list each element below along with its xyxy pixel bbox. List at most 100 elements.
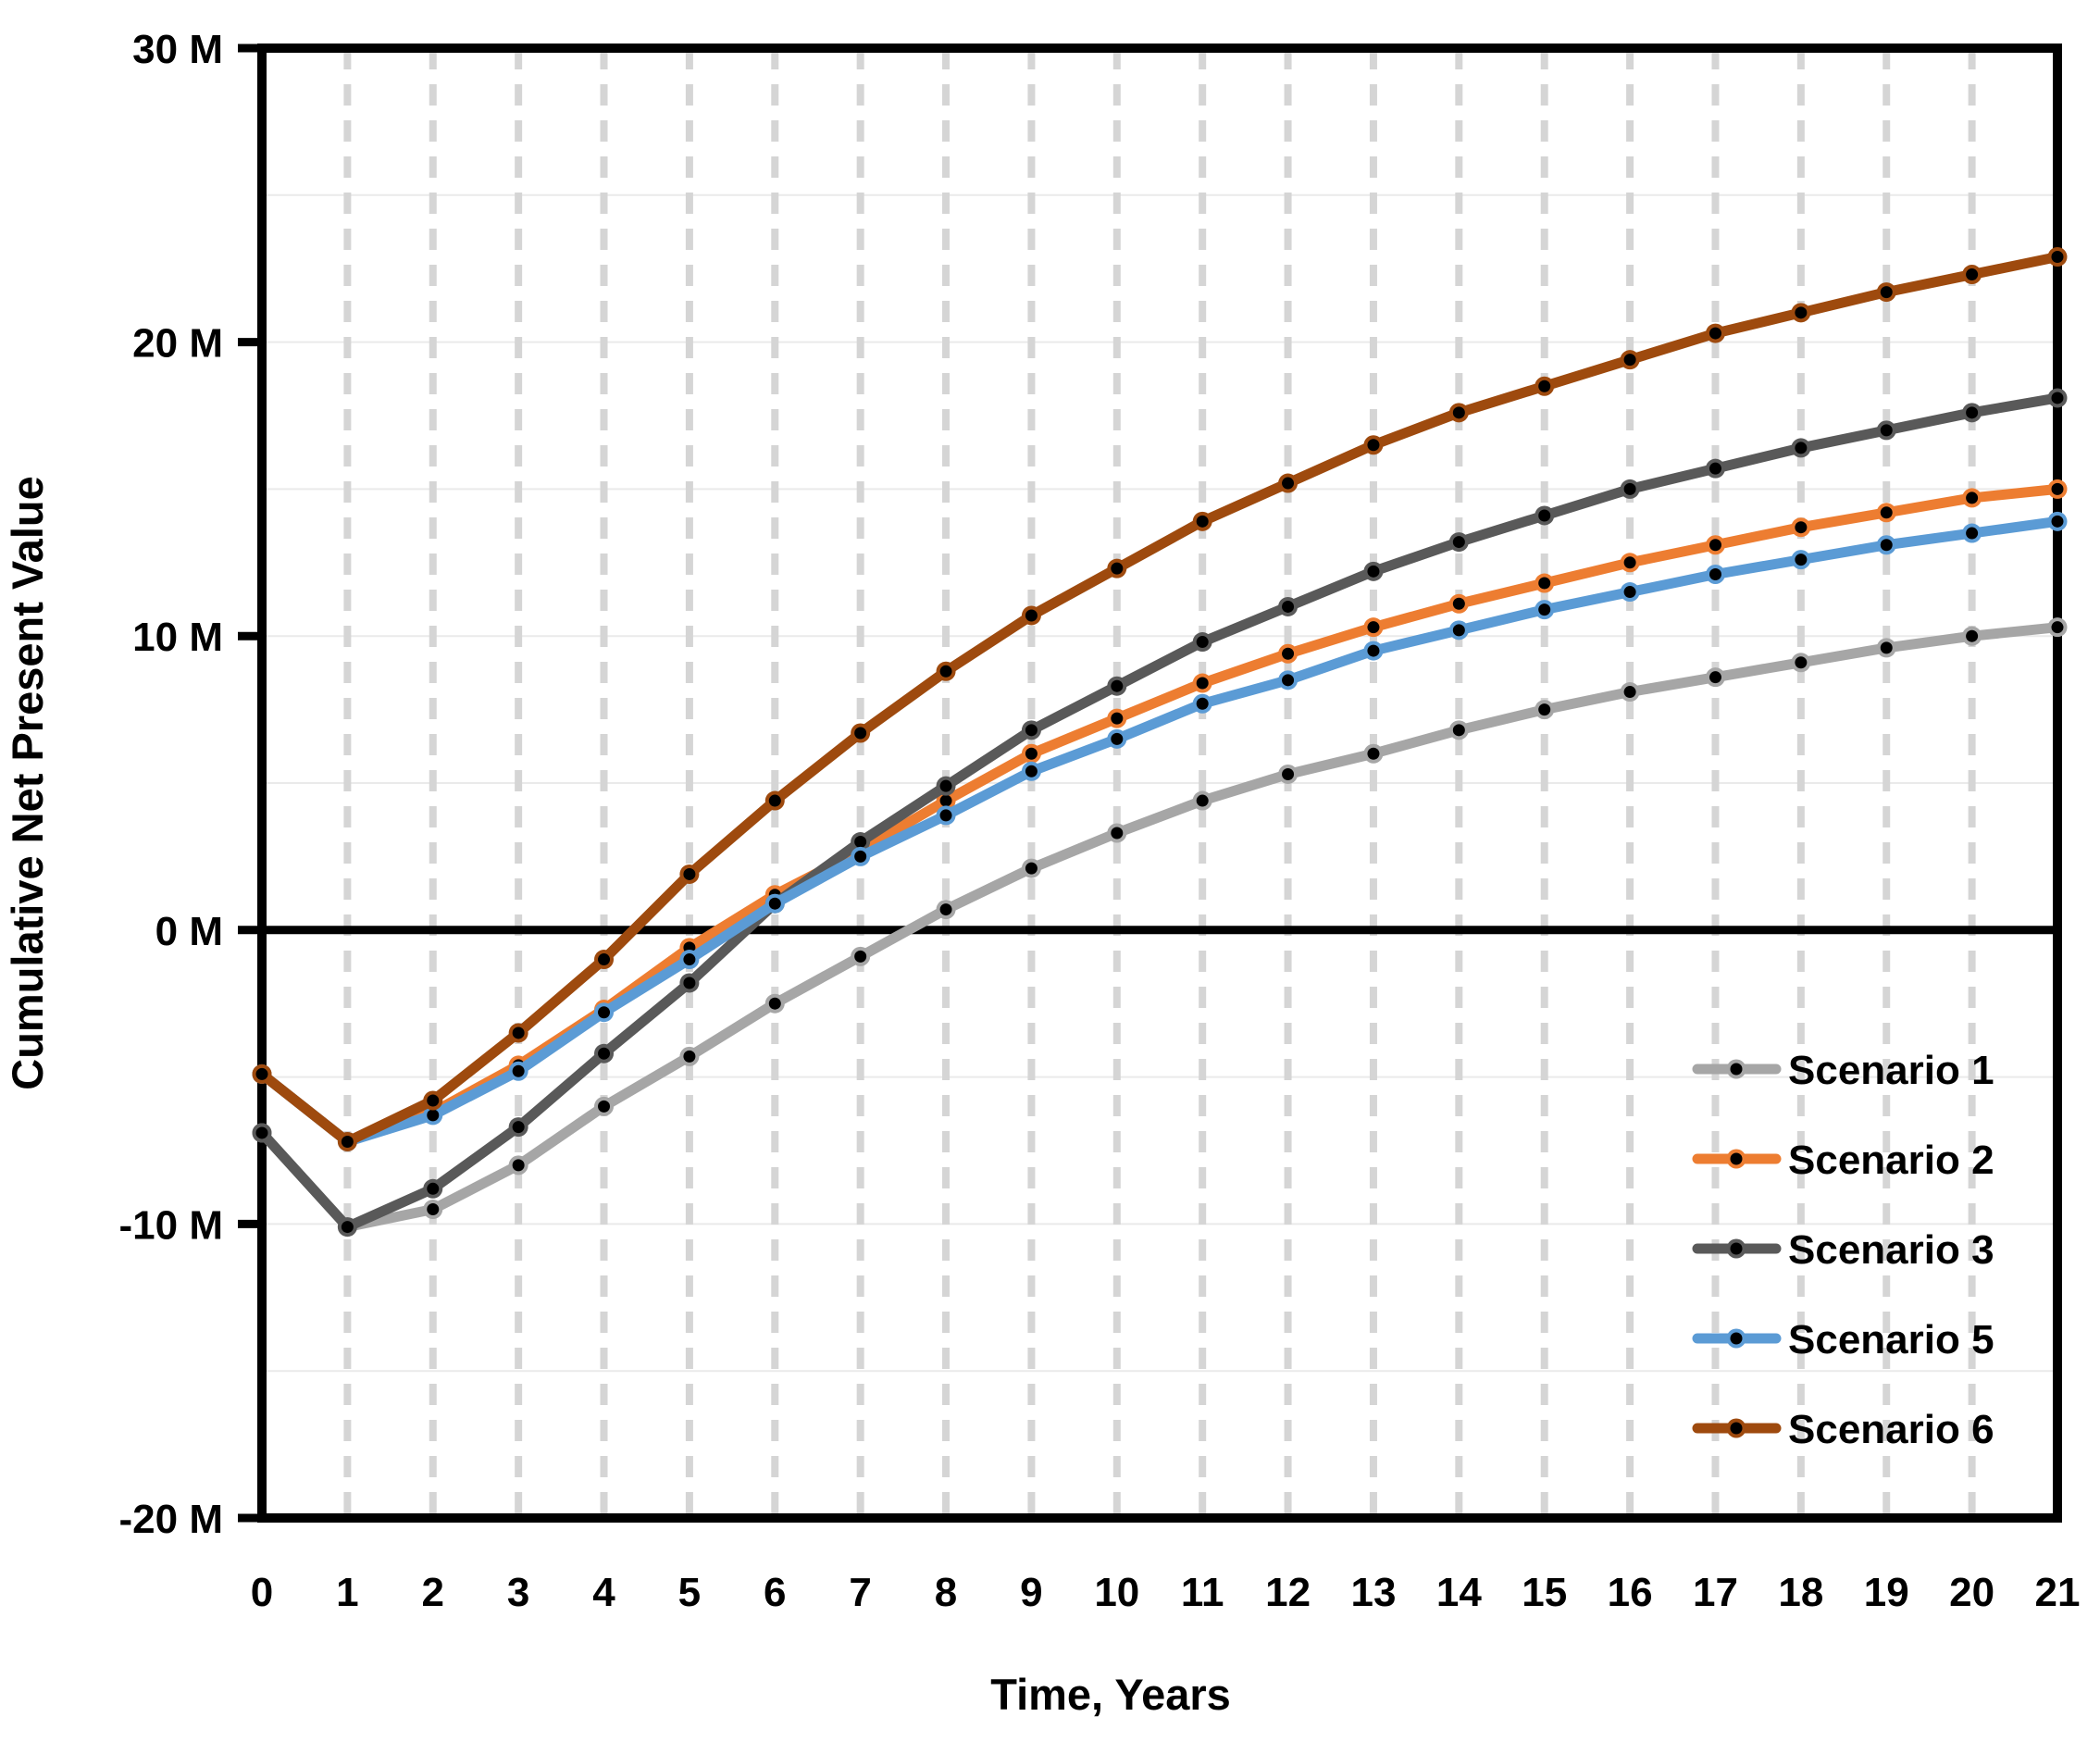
x-tick-label: 11: [1181, 1570, 1224, 1615]
x-tick-label: 19: [1864, 1570, 1909, 1615]
y-tick-label: 30 M: [132, 27, 223, 72]
x-tick-label: 6: [764, 1570, 786, 1615]
data-point-scenario-6: [939, 665, 952, 678]
x-tick-label: 14: [1436, 1570, 1482, 1615]
x-tick-label: 3: [507, 1570, 529, 1615]
data-point-scenario-5: [1025, 765, 1038, 777]
data-point-scenario-3: [1452, 536, 1465, 549]
data-point-scenario-3: [598, 1047, 611, 1060]
x-tick-label: 4: [592, 1570, 615, 1615]
y-axis-ticks-labels: 30 M 20 M 10 M 0 M -10 M -20 M: [119, 27, 223, 1542]
data-point-scenario-3: [1196, 636, 1209, 649]
data-point-scenario-2: [1966, 491, 1979, 504]
data-point-scenario-1: [939, 903, 952, 916]
data-point-scenario-3: [341, 1221, 354, 1234]
legend-marker-dot: [1730, 1242, 1743, 1255]
x-tick-label: 1: [336, 1570, 358, 1615]
data-point-scenario-3: [1966, 406, 1979, 419]
data-point-scenario-3: [1025, 724, 1038, 737]
data-point-scenario-3: [683, 977, 696, 989]
data-point-scenario-3: [1880, 424, 1893, 437]
data-point-scenario-5: [1282, 674, 1295, 687]
series-line-scenario-5: [256, 516, 2063, 1147]
series-line-scenario-1: [256, 622, 2063, 1233]
data-point-scenario-2: [1709, 539, 1721, 552]
data-point-scenario-6: [1367, 439, 1380, 452]
legend-label: Scenario 5: [1788, 1317, 1994, 1362]
legend-marker-dot: [1730, 1332, 1743, 1345]
x-tick-label: 5: [678, 1570, 701, 1615]
vertical-gridlines: [343, 48, 1976, 1518]
data-point-scenario-2: [1111, 712, 1124, 725]
data-point-scenario-5: [512, 1064, 525, 1077]
data-point-scenario-6: [1452, 406, 1465, 419]
data-point-scenario-1: [2051, 621, 2064, 634]
x-tick-label: 10: [1094, 1570, 1139, 1615]
data-point-scenario-3: [854, 836, 867, 849]
x-tick-label: 16: [1608, 1570, 1653, 1615]
x-tick-label: 17: [1693, 1570, 1738, 1615]
series-line-scenario-6: [256, 251, 2063, 1147]
y-tick-label: 0 M: [155, 909, 223, 954]
data-point-scenario-3: [1623, 482, 1636, 495]
legend-item-scenario-2: Scenario 2: [1692, 1138, 1994, 1183]
data-point-scenario-1: [1966, 629, 1979, 642]
x-tick-label: 21: [2035, 1570, 2081, 1615]
data-point-scenario-5: [1452, 624, 1465, 637]
data-point-scenario-2: [1538, 577, 1551, 590]
data-point-scenario-5: [1196, 697, 1209, 710]
y-tick-label: 10 M: [132, 615, 223, 660]
data-point-scenario-3: [1538, 509, 1551, 522]
legend-item-scenario-1: Scenario 1: [1692, 1048, 1994, 1093]
data-point-scenario-6: [2051, 250, 2064, 263]
data-point-scenario-5: [1367, 644, 1380, 657]
legend-marker-dot: [1730, 1063, 1743, 1076]
x-tick-label: 9: [1020, 1570, 1042, 1615]
x-tick-label: 8: [935, 1570, 957, 1615]
data-point-scenario-5: [1966, 527, 1979, 540]
legend: Scenario 1 Scenario 2 Scenario 3 Scenario 5…: [1692, 1048, 1994, 1452]
data-point-scenario-3: [1367, 565, 1380, 578]
legend-item-scenario-6: Scenario 6: [1692, 1407, 1994, 1452]
data-point-scenario-2: [1282, 647, 1295, 660]
data-point-scenario-1: [768, 997, 781, 1010]
legend-item-scenario-5: Scenario 5: [1692, 1317, 1994, 1362]
data-point-scenario-1: [1709, 671, 1721, 684]
data-point-scenario-1: [1538, 703, 1551, 716]
plot-frame-group: [238, 44, 2062, 1523]
data-point-scenario-6: [1709, 327, 1721, 340]
data-point-scenario-1: [683, 1050, 696, 1063]
data-point-scenario-1: [1367, 747, 1380, 760]
data-point-scenario-2: [1367, 621, 1380, 634]
data-point-scenario-2: [939, 794, 952, 807]
data-point-scenario-6: [255, 1067, 268, 1080]
plot-frame: [257, 44, 2062, 1523]
data-point-scenario-5: [683, 953, 696, 966]
y-tick-label: -20 M: [119, 1497, 223, 1542]
data-point-scenario-1: [1880, 641, 1893, 654]
y-tick-label: -10 M: [119, 1202, 223, 1248]
data-point-scenario-2: [1025, 747, 1038, 760]
data-point-scenario-3: [2051, 392, 2064, 404]
data-point-scenario-6: [1196, 515, 1209, 528]
data-point-scenario-5: [939, 809, 952, 822]
data-point-scenario-1: [1025, 862, 1038, 875]
data-point-scenario-5: [854, 850, 867, 863]
x-tick-label: 15: [1522, 1570, 1567, 1615]
data-point-scenario-5: [1538, 603, 1551, 616]
data-point-scenario-3: [512, 1121, 525, 1134]
data-point-scenario-2: [2051, 482, 2064, 495]
data-point-scenario-5: [768, 897, 781, 910]
data-point-scenario-6: [1623, 354, 1636, 367]
x-tick-label: 7: [849, 1570, 871, 1615]
legend-marker-dot: [1730, 1152, 1743, 1165]
data-point-scenario-6: [1025, 609, 1038, 622]
data-point-scenario-5: [427, 1109, 440, 1122]
data-point-scenario-6: [854, 727, 867, 740]
data-point-scenario-6: [1538, 379, 1551, 392]
data-point-scenario-5: [1111, 732, 1124, 745]
data-point-scenario-1: [1795, 656, 1808, 669]
y-axis-title: Cumulative Net Present Value: [3, 476, 52, 1089]
